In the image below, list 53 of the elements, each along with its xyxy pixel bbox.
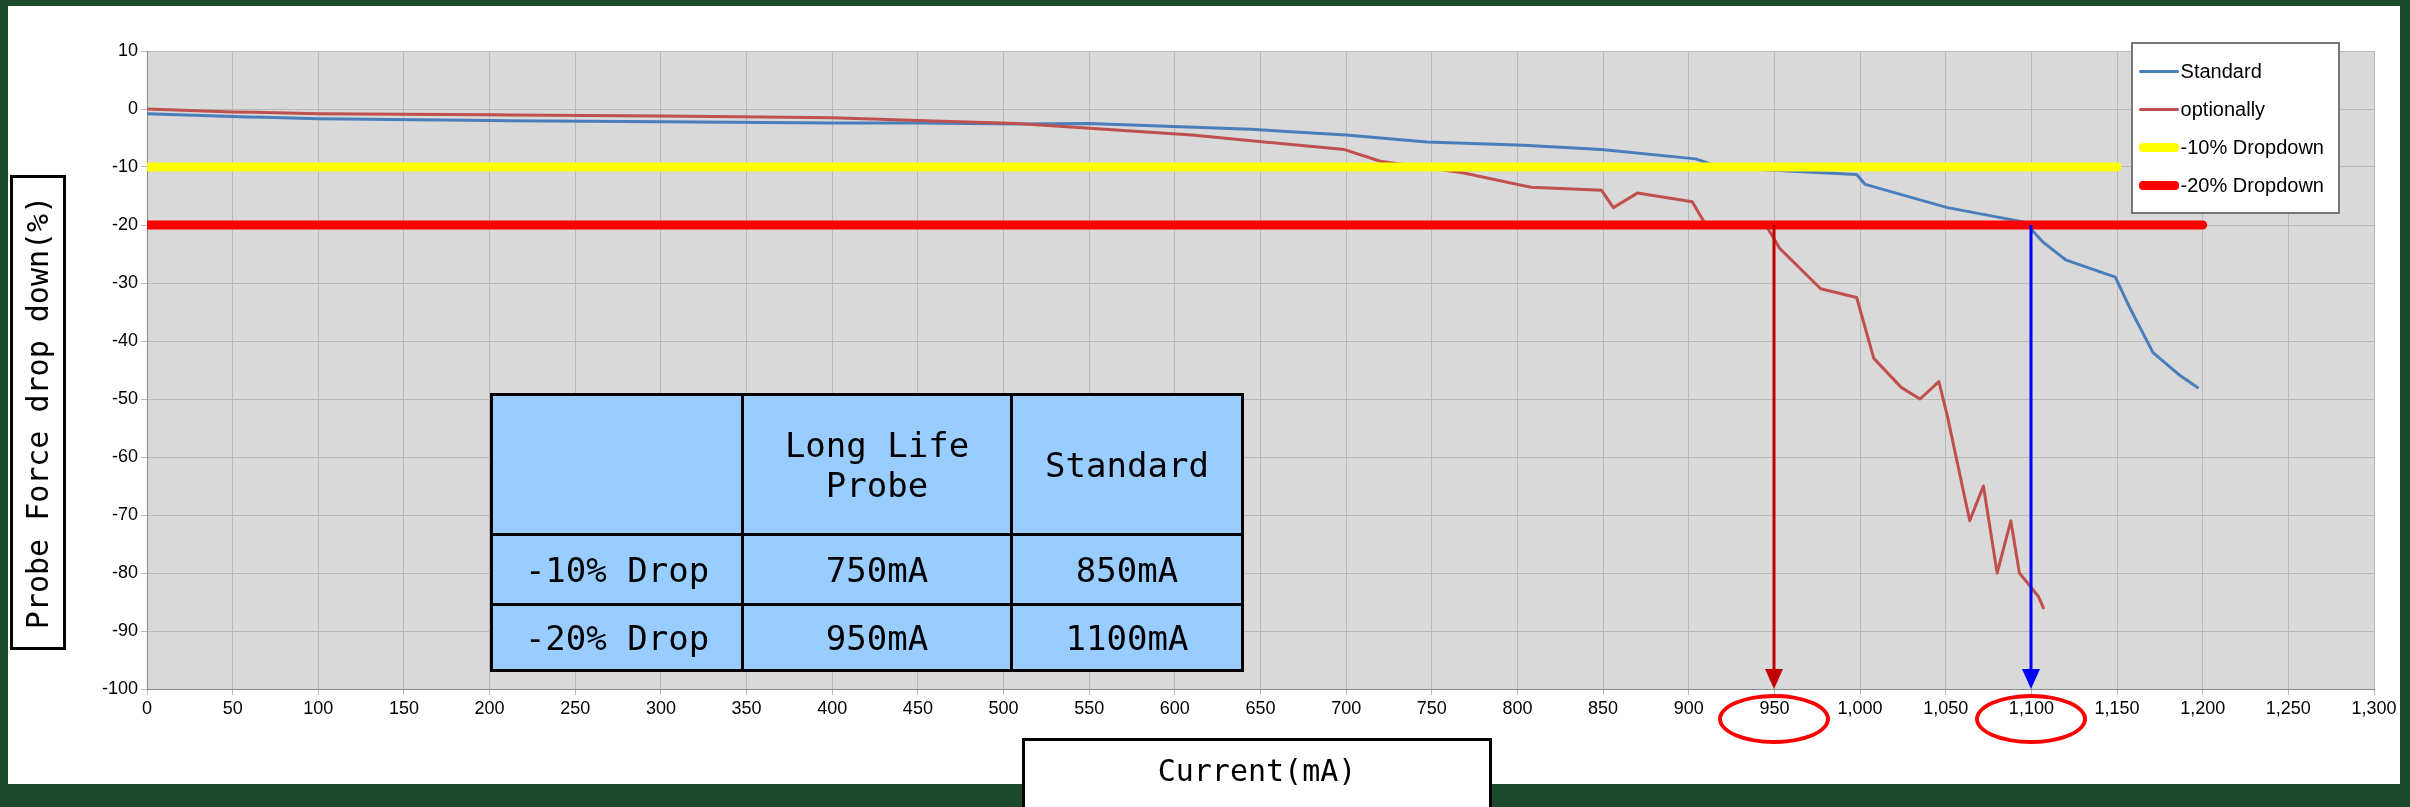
annotation: 950mA	[742, 604, 1012, 671]
x-tick-label: 300	[645, 697, 676, 718]
legend-label: optionally	[2180, 97, 2266, 121]
y-tick-label: -40	[111, 329, 138, 350]
annotation: -20% Drop	[491, 604, 743, 671]
x-tick-label: 1,150	[2094, 697, 2140, 718]
y-tick-label: -90	[111, 619, 138, 640]
x-tick-label: 1,300	[2351, 697, 2397, 718]
x-tick-label: 750	[1416, 697, 1447, 718]
y-tick-label: -60	[111, 445, 138, 466]
x-tick-label: 200	[474, 697, 505, 718]
y-tick-label: -70	[111, 503, 138, 524]
annotation: -10% Drop	[491, 534, 743, 605]
x-tick-label: 850	[1588, 697, 1619, 718]
x-tick-label: 400	[817, 697, 848, 718]
annotation: Long Life Probe	[742, 394, 1012, 535]
x-tick-label: 350	[731, 697, 762, 718]
x-tick-label: 900	[1673, 697, 1704, 718]
x-tick-label: 1,050	[1923, 697, 1969, 718]
legend-label: -20% Dropdown	[2180, 173, 2324, 197]
legend-label: -10% Dropdown	[2180, 135, 2324, 159]
y-tick-label: -10	[111, 155, 138, 176]
x-tick-label: 600	[1159, 697, 1190, 718]
y-tick-label: -20	[111, 213, 138, 234]
x-tick-label: 1,200	[2180, 697, 2226, 718]
x-tick-label: 0	[141, 697, 153, 718]
x-tick-label: 1,100	[2008, 697, 2054, 718]
y-tick-label: -50	[111, 387, 138, 408]
x-tick-label: 950	[1759, 697, 1790, 718]
x-tick-label: 550	[1074, 697, 1105, 718]
y-tick-label: 10	[117, 39, 138, 60]
x-axis-title: Current(mA)	[1022, 738, 1492, 807]
x-tick-label: 150	[388, 697, 419, 718]
annotation: 850mA	[1011, 534, 1243, 605]
annotation: Standard	[1011, 394, 1243, 535]
y-tick-label: -30	[111, 271, 138, 292]
x-tick-label: 800	[1502, 697, 1533, 718]
x-tick-label: 250	[560, 697, 591, 718]
x-tick-label: 1,250	[2265, 697, 2311, 718]
x-tick-label: 650	[1245, 697, 1276, 718]
x-tick-label: 100	[303, 697, 334, 718]
annotation: 1100mA	[1011, 604, 1243, 671]
x-tick-label: 450	[902, 697, 933, 718]
legend-label: Standard	[2180, 59, 2262, 83]
x-tick-label: 1,000	[1837, 697, 1883, 718]
y-axis-title: Probe Force drop down(%)	[20, 195, 56, 630]
annotation: 750mA	[742, 534, 1012, 605]
y-tick-label: -100	[101, 677, 138, 698]
x-tick-label: 700	[1331, 697, 1362, 718]
x-tick-label: 500	[988, 697, 1019, 718]
y-tick-label: 0	[127, 97, 138, 118]
y-tick-label: -80	[111, 561, 138, 582]
x-tick-label: 50	[222, 697, 243, 718]
